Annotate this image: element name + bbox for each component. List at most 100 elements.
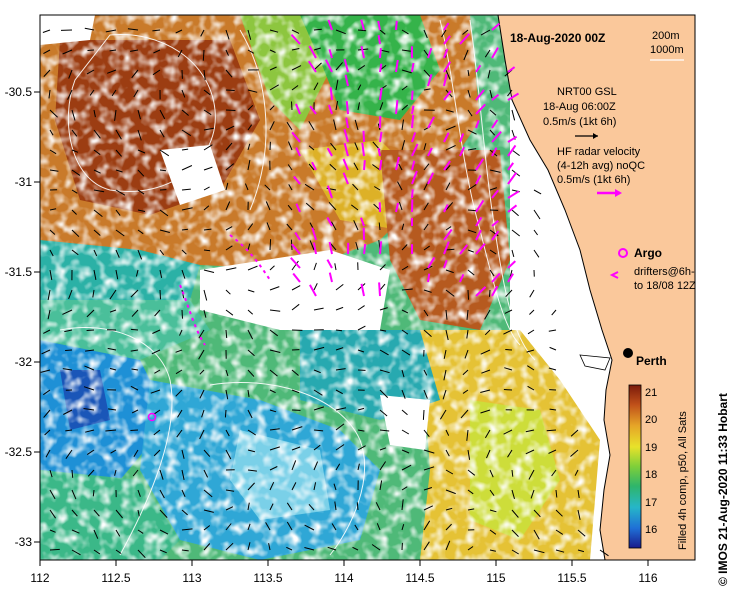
radar-vector xyxy=(411,189,414,199)
current-vector xyxy=(481,369,491,374)
current-vector xyxy=(335,79,339,91)
current-vector xyxy=(110,449,117,454)
current-vector xyxy=(175,369,183,375)
current-vector xyxy=(504,367,513,371)
current-vector xyxy=(225,226,233,231)
current-vector xyxy=(313,62,322,71)
current-vector xyxy=(86,449,95,456)
current-vector xyxy=(533,509,541,518)
current-vector xyxy=(67,89,73,100)
current-vector xyxy=(225,201,231,211)
current-vector xyxy=(401,464,412,471)
current-vector xyxy=(203,249,211,252)
current-vector xyxy=(291,303,300,311)
current-vector xyxy=(225,369,229,377)
current-vector xyxy=(225,309,234,316)
radar-vector xyxy=(459,146,466,157)
current-vector xyxy=(505,349,513,351)
current-vector xyxy=(291,446,301,451)
radar-vector xyxy=(491,220,499,227)
current-vector xyxy=(247,289,255,293)
radar-vector xyxy=(475,103,487,115)
radar-vector xyxy=(290,34,301,45)
current-vector xyxy=(445,289,455,297)
current-vector xyxy=(225,125,235,131)
current-vector xyxy=(130,328,139,331)
current-vector xyxy=(357,64,366,71)
radar-vector xyxy=(491,230,500,241)
current-vector xyxy=(327,546,337,551)
current-vector xyxy=(445,329,449,341)
argo-legend-label: Argo xyxy=(634,246,662,260)
current-vector xyxy=(86,69,95,75)
current-vector xyxy=(84,27,95,31)
current-vector xyxy=(511,509,519,518)
current-vector xyxy=(154,409,161,415)
current-vector xyxy=(181,489,186,498)
radar-vector xyxy=(507,190,520,199)
current-vector xyxy=(71,529,80,534)
current-vector xyxy=(423,265,433,271)
current-vector xyxy=(137,249,143,260)
current-vector xyxy=(137,129,142,141)
current-vector xyxy=(313,369,321,374)
current-vector xyxy=(313,283,318,291)
current-vector xyxy=(467,129,477,135)
current-vector xyxy=(313,47,321,51)
current-vector xyxy=(44,429,51,436)
current-vector xyxy=(181,449,185,459)
radar-vector xyxy=(427,47,433,59)
current-vector xyxy=(159,229,170,233)
radar-vector xyxy=(295,203,301,213)
current-vector xyxy=(445,202,454,211)
current-vector xyxy=(49,109,58,118)
current-vector xyxy=(445,489,456,495)
radar-vector xyxy=(507,162,515,171)
current-vector xyxy=(577,529,586,537)
current-vector xyxy=(528,469,535,480)
current-vector xyxy=(41,349,51,355)
current-vector xyxy=(334,263,337,271)
current-vector xyxy=(42,29,51,33)
current-vector xyxy=(286,546,293,551)
current-vector xyxy=(423,202,429,211)
current-vector xyxy=(93,209,103,217)
current-vector xyxy=(159,129,165,138)
current-vector xyxy=(71,509,78,517)
current-vector xyxy=(62,309,73,315)
colorbar: 21 20 19 18 17 16 Filled 4h comp, p50, A… xyxy=(628,384,689,550)
current-vector xyxy=(93,529,99,539)
current-vector xyxy=(159,149,170,157)
current-vector xyxy=(49,229,56,235)
current-vector xyxy=(225,449,232,460)
current-vector xyxy=(335,62,343,71)
current-vector xyxy=(371,544,381,551)
current-vector xyxy=(286,223,293,231)
current-vector xyxy=(445,109,454,113)
radar-vector xyxy=(459,273,465,283)
current-vector xyxy=(93,509,100,517)
current-vector xyxy=(401,309,409,314)
current-vector xyxy=(269,66,277,71)
current-vector xyxy=(527,385,535,391)
current-vector xyxy=(159,249,165,256)
current-vector xyxy=(63,409,73,415)
radar-vector xyxy=(308,45,317,59)
current-vector xyxy=(401,244,408,251)
current-vector xyxy=(467,269,475,276)
current-vector xyxy=(333,119,337,131)
current-vector xyxy=(480,29,491,36)
current-vector xyxy=(137,229,144,235)
current-vector xyxy=(401,140,406,151)
current-vector xyxy=(335,100,339,111)
current-vector xyxy=(105,29,117,33)
current-vector xyxy=(154,369,161,374)
current-vector xyxy=(401,49,411,52)
radar-vector xyxy=(326,217,333,227)
current-vector xyxy=(378,222,381,231)
current-vector xyxy=(291,260,299,271)
radar-vector xyxy=(443,204,449,213)
radar-vector xyxy=(459,33,471,45)
current-vector xyxy=(175,389,183,397)
